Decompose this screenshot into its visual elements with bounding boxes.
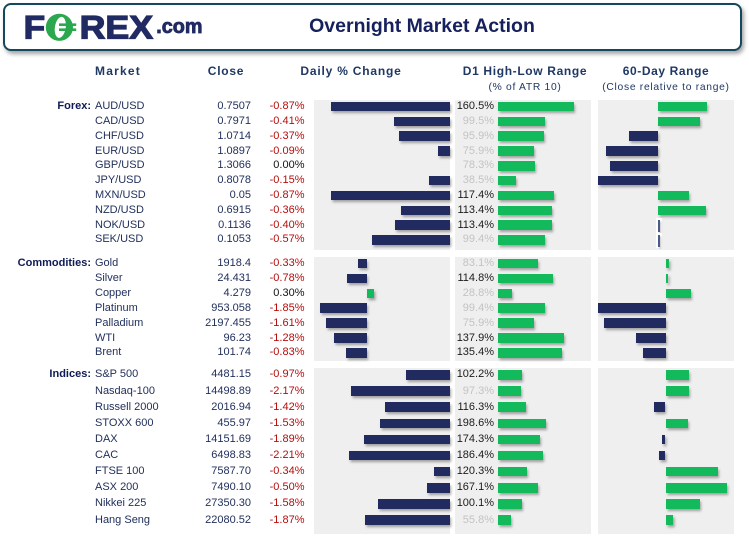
svg-text:F: F [24,11,45,45]
svg-text:.com: .com [156,16,202,38]
svg-text:REX: REX [80,11,154,45]
